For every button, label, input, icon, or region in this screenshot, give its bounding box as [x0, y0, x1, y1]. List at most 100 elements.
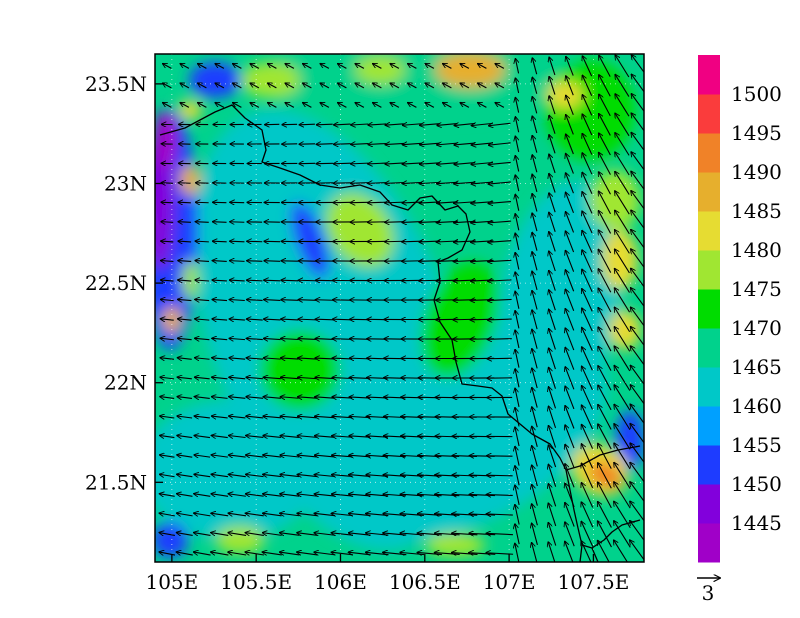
wind-arrow — [460, 103, 470, 108]
wind-arrow — [332, 358, 352, 359]
wind-arrow — [582, 133, 593, 155]
wind-arrow — [246, 319, 263, 320]
wind-arrow — [515, 408, 520, 427]
wind-arrow — [581, 483, 594, 508]
colorbar-label: 1475 — [731, 277, 782, 301]
wind-arrow — [615, 55, 630, 78]
wind-arrow — [598, 308, 612, 332]
wind-arrow — [565, 347, 575, 370]
wind-arrow — [385, 183, 405, 184]
plot-frame — [154, 53, 645, 563]
wind-arrow — [598, 346, 612, 371]
wind-arrow — [630, 521, 644, 542]
wind-arrow — [160, 435, 175, 437]
country-borders — [159, 104, 641, 562]
wind-arrow — [281, 338, 299, 339]
wind-arrow — [598, 463, 612, 489]
plot-area — [154, 53, 645, 563]
wind-arrow — [215, 64, 225, 69]
wind-arrow — [532, 310, 538, 330]
wind-arrow — [565, 309, 575, 331]
wind-arrow — [180, 103, 190, 108]
wind-arrow — [228, 455, 246, 457]
wind-arrow — [515, 543, 520, 562]
field-patch — [616, 410, 644, 470]
wind-arrow — [264, 280, 281, 281]
wind-arrow — [532, 329, 538, 349]
field-patch — [155, 110, 177, 170]
wind-arrow — [316, 124, 333, 125]
wind-arrow — [582, 75, 593, 96]
colorbar-swatch — [698, 133, 720, 173]
wind-arrow — [385, 143, 404, 144]
wind-arrow — [615, 171, 630, 195]
wind-arrow — [443, 103, 452, 108]
wind-arrow — [160, 338, 174, 339]
wind-arrow — [212, 261, 227, 262]
wind-arrow — [180, 83, 190, 89]
wind-arrow — [515, 524, 520, 545]
wind-arrow — [614, 462, 631, 489]
wind-arrow — [630, 482, 644, 503]
wind-arrow — [532, 290, 538, 310]
wind-arrow — [228, 533, 247, 536]
wind-arrow — [177, 397, 193, 399]
wind-arrow — [515, 466, 520, 486]
wind-arrow — [581, 502, 594, 528]
wind-arrow — [599, 152, 611, 175]
wind-arrow — [177, 416, 193, 418]
wind-arrow — [614, 540, 628, 562]
wind-arrow — [160, 358, 175, 360]
wind-arrow — [614, 327, 631, 352]
wind-arrow — [548, 464, 557, 487]
wind-arrow — [298, 358, 317, 359]
wind-arrow — [233, 103, 242, 108]
wind-arrow — [195, 202, 209, 203]
colorbar-swatch — [698, 250, 720, 290]
field-patch — [180, 164, 200, 196]
wind-arrow — [355, 103, 365, 108]
wind-arrow — [532, 484, 538, 506]
wind-arrow — [160, 299, 174, 300]
wind-arrow — [565, 386, 575, 410]
wind-arrow — [549, 329, 556, 350]
wind-arrow — [385, 124, 404, 125]
wind-arrow — [246, 377, 264, 378]
wind-arrow — [198, 83, 207, 89]
wind-arrow — [315, 358, 335, 359]
wind-arrow — [532, 116, 538, 134]
wind-arrow — [515, 311, 520, 329]
wind-arrow — [549, 57, 556, 76]
wind-arrow — [160, 280, 174, 281]
wind-arrow — [229, 377, 246, 379]
wind-arrow — [159, 513, 175, 516]
wind-arrow — [163, 83, 172, 89]
wind-arrow — [194, 377, 210, 379]
wind-arrow — [194, 455, 211, 457]
wind-arrow — [515, 505, 520, 525]
wind-arrow — [532, 387, 538, 408]
wind-arrow — [160, 397, 175, 399]
border-line — [591, 547, 599, 562]
wind-arrow — [160, 377, 175, 379]
wind-arrow — [268, 103, 277, 108]
wind-arrow — [630, 501, 644, 522]
wind-arrow — [630, 462, 644, 483]
x-tick-label: 105E — [145, 570, 198, 594]
colorbar-swatch — [698, 289, 720, 329]
wind-arrow — [630, 443, 644, 464]
wind-arrow — [390, 103, 400, 108]
wind-arrow — [250, 83, 260, 89]
wind-arrow — [161, 241, 174, 242]
field-patch — [250, 54, 590, 120]
field-patch — [355, 56, 405, 84]
wind-arrow — [532, 232, 538, 251]
wind-arrow — [316, 144, 333, 145]
wind-arrow — [532, 543, 538, 562]
wind-arrow — [566, 153, 574, 174]
wind-arrow — [263, 436, 282, 438]
wind-arrow — [230, 241, 245, 242]
wind-arrow — [486, 475, 513, 476]
wind-arrow — [548, 503, 557, 527]
wind-arrow — [159, 533, 175, 536]
